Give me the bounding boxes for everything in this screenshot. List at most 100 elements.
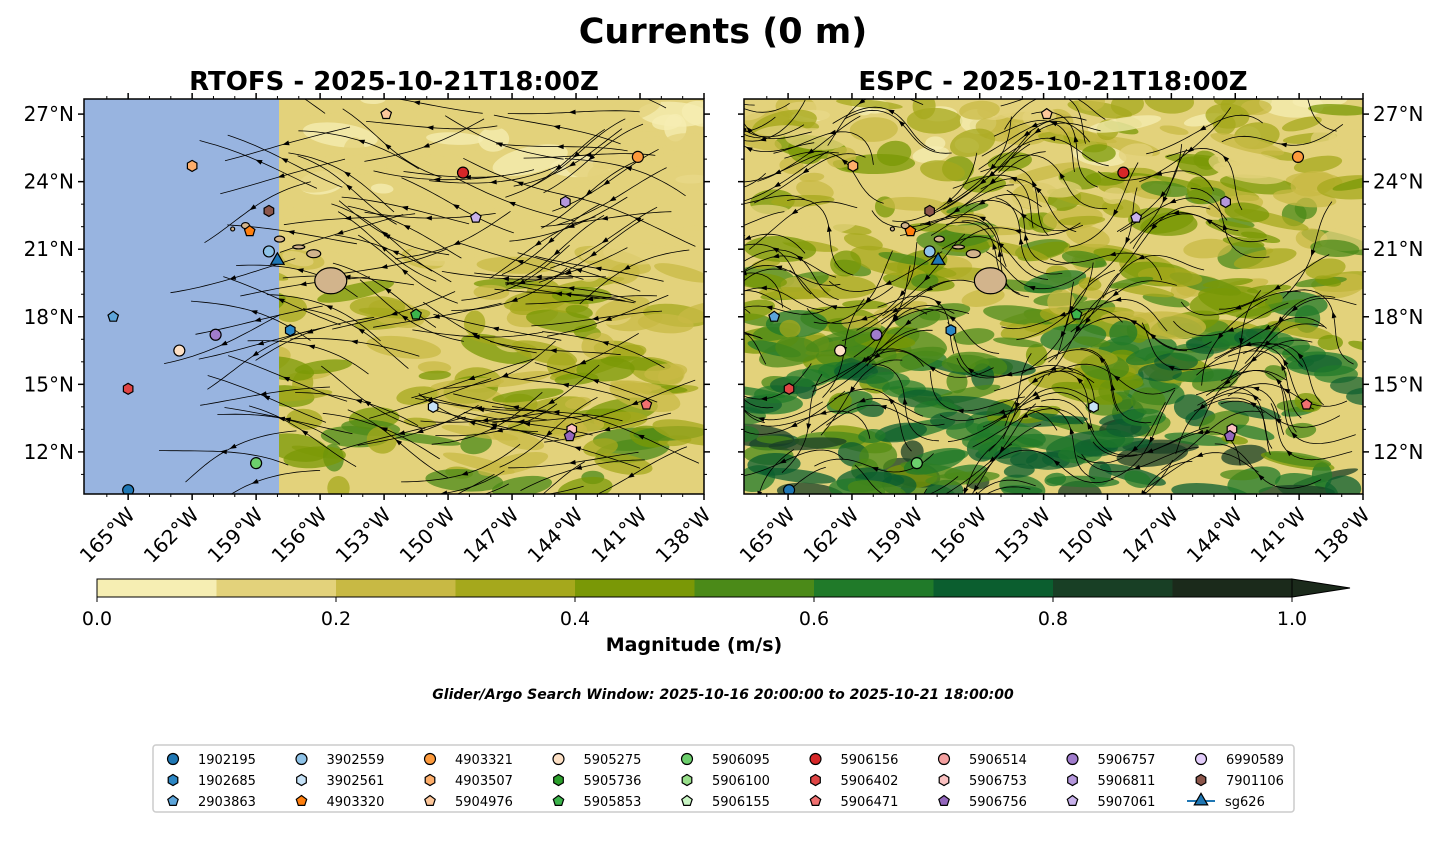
streamline-arrow (1053, 459, 1060, 466)
float-marker-2903863 (768, 310, 781, 322)
float-marker-5906756 (563, 429, 576, 442)
lat-tick-label: 12°N (24, 440, 74, 464)
streamline-arrow (568, 109, 576, 115)
streamline-arrow (1031, 180, 1037, 188)
streamline-arrow (401, 268, 409, 275)
streamline (483, 483, 509, 494)
streamline-arrow (876, 522, 883, 527)
legend-label: 3902561 (327, 774, 385, 789)
streamline-arrow (953, 207, 960, 213)
legend-item-5905853: 5905853 (552, 794, 641, 810)
legend: 1902195 1902685 2903863 3902559 3902561 49033… (152, 744, 1295, 813)
streamline-arrow (899, 290, 906, 298)
legend-label: 5906095 (712, 753, 770, 768)
island-land (292, 244, 306, 250)
lon-tick-label: 162°W (798, 502, 863, 567)
island-land (965, 249, 981, 259)
map-panel-rtofs: 27°N24°N21°N18°N15°N12°N165°W162°W159°W1… (24, 93, 716, 568)
float-marker-5904976 (380, 107, 393, 120)
streamline-arrow (1280, 363, 1287, 371)
streamline-arrow (357, 328, 365, 334)
colorbar-tick-label: 0.4 (560, 608, 590, 630)
streamline-arrow (287, 230, 295, 235)
float-marker-4903320 (904, 224, 917, 237)
colorbar-tick-label: 1.0 (1277, 608, 1307, 630)
streamline-arrow (949, 315, 956, 322)
streamline-arrow (250, 310, 258, 315)
streamline-arrow (999, 446, 1006, 454)
streamline-arrow (1196, 429, 1204, 435)
streamline-arrow (594, 266, 602, 272)
streamline-arrow (898, 120, 906, 127)
streamline-arrow (296, 268, 304, 273)
streamline-arrow (263, 395, 271, 401)
legend-label: 5906156 (841, 753, 899, 768)
streamline-arrow (573, 151, 580, 158)
streamline-arrow (858, 99, 866, 105)
streamline-arrow (425, 215, 432, 221)
legend-marker-icon (681, 794, 693, 807)
streamline-arrow (220, 449, 227, 455)
legend-label: 1902195 (198, 753, 256, 768)
streamline-arrow (1059, 172, 1065, 180)
streamline-arrow (468, 421, 476, 426)
streamline-arrow (858, 397, 866, 403)
streamline-arrow (1069, 305, 1075, 313)
streamline-arrow (904, 319, 912, 326)
float-marker-3902561 (1088, 400, 1099, 413)
streamline-arrow (988, 456, 996, 463)
streamline-arrow (1222, 223, 1228, 231)
legend-marker-icon (167, 794, 179, 807)
streamline-arrow (601, 215, 609, 221)
streamline-arrow (731, 369, 736, 376)
float-marker-5906757 (209, 328, 222, 341)
lon-tick-label: 138°W (1310, 502, 1375, 567)
streamline-arrow (575, 465, 583, 470)
lat-tick-label: 27°N (1373, 102, 1423, 126)
streamline-arrow (249, 204, 257, 211)
streamline-arrow (549, 348, 557, 354)
legend-item-5906811: 5906811 (1067, 773, 1155, 789)
float-marker-4903507 (186, 159, 198, 173)
streamline-arrow (277, 173, 285, 178)
streamline-arrow (637, 434, 645, 440)
search-window-text: Glider/Argo Search Window: 2025-10-16 20… (432, 687, 1014, 703)
streamline-arrow (1109, 251, 1117, 257)
streamline-arrow (514, 495, 521, 500)
streamline-arrow (989, 178, 997, 185)
streamline-arrow (547, 237, 555, 244)
streamline-arrow (1019, 212, 1027, 219)
legend-label: 5905275 (584, 753, 642, 768)
colorbar-bin (216, 579, 337, 597)
streamline-arrow (973, 485, 980, 493)
streamline-arrow (746, 126, 753, 134)
streamline-arrow (1263, 324, 1271, 331)
legend-label: 5906757 (1098, 753, 1156, 768)
legend-marker-icon (1195, 773, 1207, 787)
float-marker-5905275 (834, 344, 847, 357)
legend-marker-icon (166, 752, 180, 766)
streamline-arrow (1244, 341, 1252, 347)
streamline-arrow (603, 426, 611, 432)
float-marker-1902685 (284, 324, 296, 337)
streamline-arrow (1162, 196, 1168, 204)
legend-marker-icon (423, 752, 437, 766)
streamline-arrow (502, 276, 509, 282)
legend-marker-icon (809, 794, 822, 807)
lat-tick-label: 21°N (24, 237, 74, 261)
streamline-arrow (381, 230, 388, 237)
streamline-arrow (380, 264, 388, 269)
legend-marker-icon (938, 794, 950, 807)
streamline-arrow (403, 225, 411, 231)
legend-item-sg626: sg626 (1187, 792, 1265, 810)
streamline-arrow (892, 316, 899, 323)
float-marker-5906811 (559, 195, 571, 209)
streamline-arrow (601, 341, 609, 346)
lon-tick-label: 144°W (1182, 502, 1247, 567)
streamline-arrow (255, 159, 263, 165)
streamline (547, 485, 584, 494)
streamline-arrow (553, 249, 561, 256)
panel-title-espc: ESPC - 2025-10-21T18:00Z (858, 67, 1247, 97)
float-marker-1902195 (782, 484, 796, 494)
legend-marker-icon (681, 773, 693, 787)
